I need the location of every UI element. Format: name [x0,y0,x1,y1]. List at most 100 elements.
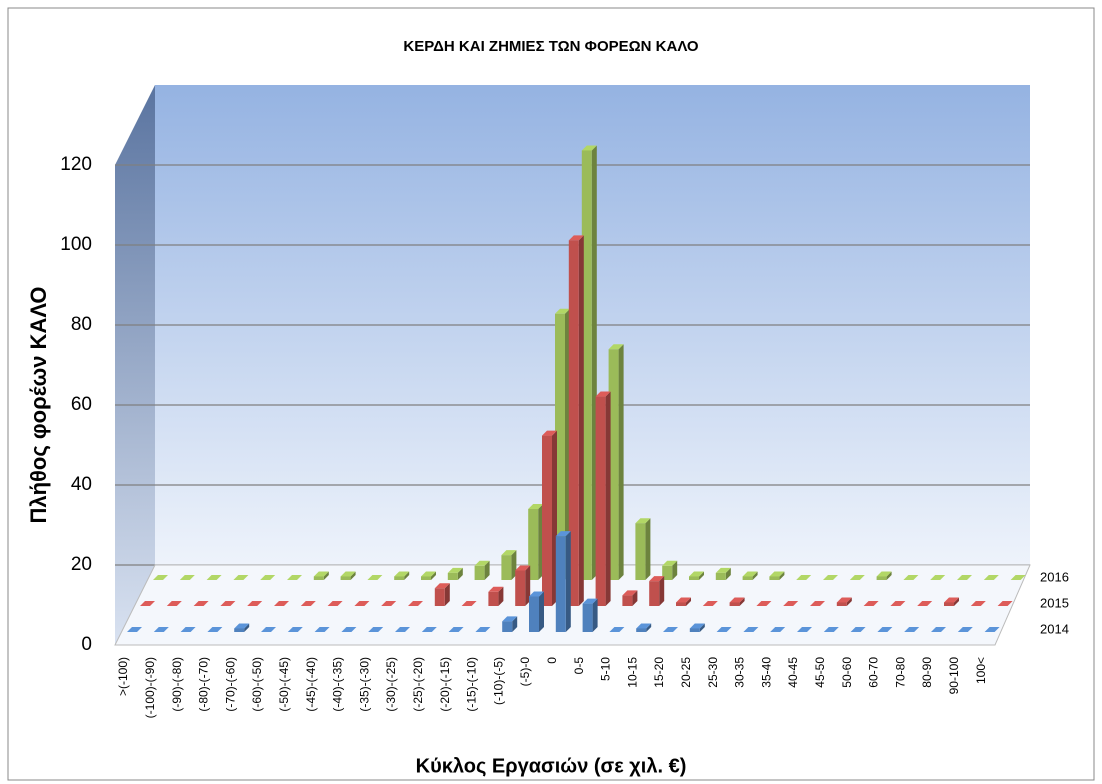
bar-front [488,591,499,606]
bar-top [501,550,517,556]
bar-top [997,601,1013,606]
x-tick-label: (-45)-(-40) [304,657,318,712]
bar-top [662,560,678,566]
bar [127,627,142,632]
bar-front [542,435,552,606]
bar-front [581,150,592,580]
bar [850,627,866,632]
bar [408,601,423,606]
bar-side [244,623,250,632]
bar-side [444,583,450,606]
bar [568,235,584,606]
x-tick-label: (-5)-0 [518,657,532,687]
bar-top [689,571,704,577]
bar [595,391,611,606]
bar-top [608,344,624,350]
bar [702,601,718,606]
bar-top [581,145,597,151]
bar-front [836,602,847,606]
bar-front [729,602,740,606]
bar [876,571,892,580]
bar [890,601,906,606]
bar-top [529,591,544,597]
bar-top [756,601,772,606]
bar-side [512,616,518,632]
x-tick-label: 30-35 [733,657,747,688]
bar-top [849,575,865,580]
bar-side [592,598,598,632]
bar [153,627,169,632]
bar [153,575,168,580]
bar-top [636,623,652,629]
bar [340,571,356,580]
bar-top [287,575,302,580]
bar [314,627,330,632]
bar [474,560,490,580]
bar [823,627,839,632]
bar [769,571,785,580]
bar-side [404,571,410,580]
bar [608,344,624,580]
bar-side [431,571,436,580]
x-tick-label: 100< [974,657,988,684]
bar-front [555,313,565,580]
bar [743,627,759,632]
bar-top [287,627,303,632]
bar-front [568,240,579,606]
bar [313,571,329,580]
bar [904,627,920,632]
bar [635,518,651,580]
bar-top [127,627,142,632]
bar-top [260,575,276,580]
bar-side [632,590,638,606]
bar-top [394,571,410,577]
bar-front [649,581,660,606]
bar [823,575,838,580]
bar-top [515,565,531,571]
bar [849,575,865,580]
x-tick-label: (-25)-(-20) [411,657,425,712]
bar-side [699,571,704,580]
bar-side [752,571,758,580]
bar-front [555,536,566,632]
bar-side [646,623,652,632]
bar [475,627,491,632]
x-tick-label: >(-100) [116,657,130,696]
bar-top [904,627,920,632]
bar [983,575,999,580]
bar-top [797,627,812,632]
bar-front [474,565,485,580]
bar [970,601,986,606]
bar-top [931,627,946,632]
bar-front [582,603,593,632]
bar [676,597,691,606]
bar [529,591,544,632]
x-tick-label: (-60)-(-50) [250,657,264,712]
bar-top [850,627,866,632]
x-tick-label: (-50)-(-45) [277,657,291,712]
y-tick-label: 40 [71,474,92,495]
bar [461,601,477,606]
bar-top [970,601,986,606]
bar [636,623,652,632]
x-axis-label: Κύκλος Εργασιών (σε χιλ. €) [416,755,687,777]
bar-top [769,571,785,577]
bar-top [220,601,236,606]
bar-top [206,575,222,580]
bar-top [340,571,356,577]
bar-top [742,571,758,577]
bar-top [890,601,906,606]
bar-front [528,509,539,580]
bar-top [234,623,250,629]
bar-front [595,396,606,606]
bar [207,627,223,632]
x-tick-label: 45-50 [813,657,827,688]
y-tick-label: 60 [71,394,92,415]
bar [234,623,250,632]
bar [649,576,665,606]
bar-top [903,575,919,580]
bar-front [636,628,647,632]
x-tick-label: 60-70 [867,657,881,688]
bar [957,575,972,580]
